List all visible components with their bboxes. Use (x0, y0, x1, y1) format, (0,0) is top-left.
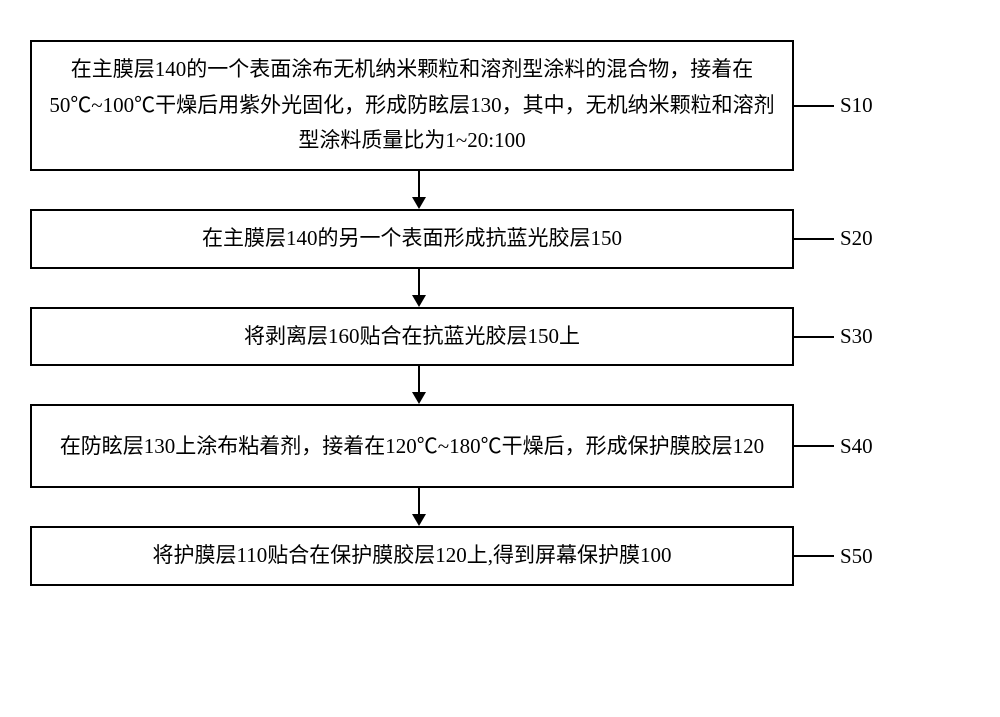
arrow-stem (418, 366, 420, 392)
connector-line (794, 238, 834, 240)
step-connector: S40 (794, 434, 873, 459)
step-row: 在防眩层130上涂布粘着剂，接着在120℃~180℃干燥后，形成保护膜胶层120… (30, 404, 970, 488)
step-connector: S50 (794, 544, 873, 569)
arrow-head-icon (412, 514, 426, 526)
step-row: 将剥离层160贴合在抗蓝光胶层150上 S30 (30, 307, 970, 367)
arrow-stem (418, 488, 420, 514)
arrow-head-icon (412, 295, 426, 307)
step-label: S30 (840, 324, 873, 349)
step-label: S40 (840, 434, 873, 459)
step-row: 将护膜层110贴合在保护膜胶层120上,得到屏幕保护膜100 S50 (30, 526, 970, 586)
step-connector: S20 (794, 226, 873, 251)
arrow-stem (418, 171, 420, 197)
step-label: S10 (840, 93, 873, 118)
arrow-down (412, 269, 426, 307)
connector-line (794, 555, 834, 557)
connector-line (794, 445, 834, 447)
arrow-head-icon (412, 392, 426, 404)
step-box: 在防眩层130上涂布粘着剂，接着在120℃~180℃干燥后，形成保护膜胶层120 (30, 404, 794, 488)
arrow-stem (418, 269, 420, 295)
connector-line (794, 336, 834, 338)
step-box: 将剥离层160贴合在抗蓝光胶层150上 (30, 307, 794, 367)
arrow-down (412, 488, 426, 526)
step-row: 在主膜层140的一个表面涂布无机纳米颗粒和溶剂型涂料的混合物，接着在50℃~10… (30, 40, 970, 171)
step-connector: S10 (794, 93, 873, 118)
step-row: 在主膜层140的另一个表面形成抗蓝光胶层150 S20 (30, 209, 970, 269)
flowchart-root: 在主膜层140的一个表面涂布无机纳米颗粒和溶剂型涂料的混合物，接着在50℃~10… (30, 40, 970, 586)
arrow-down (412, 171, 426, 209)
step-label: S50 (840, 544, 873, 569)
step-box: 在主膜层140的另一个表面形成抗蓝光胶层150 (30, 209, 794, 269)
step-label: S20 (840, 226, 873, 251)
connector-line (794, 105, 834, 107)
arrow-down (412, 366, 426, 404)
step-box: 将护膜层110贴合在保护膜胶层120上,得到屏幕保护膜100 (30, 526, 794, 586)
step-box: 在主膜层140的一个表面涂布无机纳米颗粒和溶剂型涂料的混合物，接着在50℃~10… (30, 40, 794, 171)
step-connector: S30 (794, 324, 873, 349)
arrow-head-icon (412, 197, 426, 209)
